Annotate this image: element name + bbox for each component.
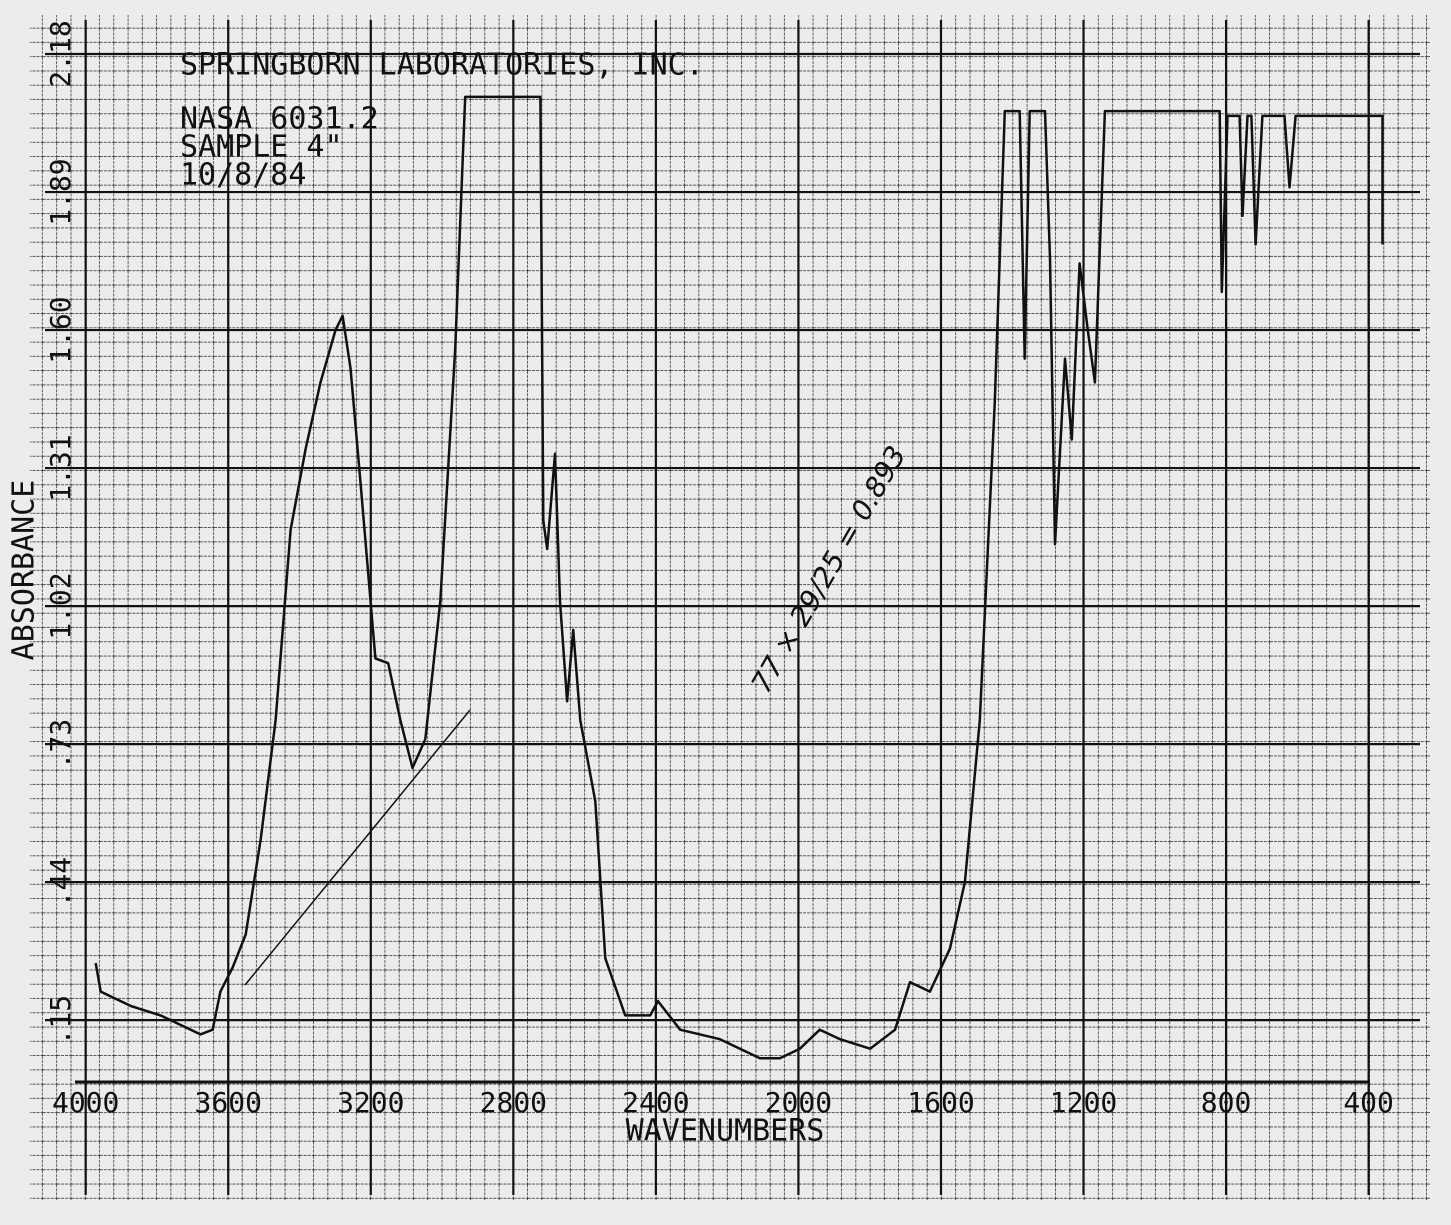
y-tick-label: 2.18 <box>44 20 77 87</box>
y-tick-label: .44 <box>44 857 77 908</box>
annotation: NASA 6031.2 <box>180 102 379 137</box>
baseline-line <box>244 709 471 986</box>
y-tick-label: .73 <box>44 719 77 770</box>
x-tick-label: 2000 <box>765 1086 832 1119</box>
x-tick-label: 3600 <box>195 1086 262 1119</box>
y-tick-label: 1.60 <box>44 296 77 363</box>
x-tick-label: 1200 <box>1050 1086 1117 1119</box>
y-tick-label: 1.31 <box>44 434 77 501</box>
y-tick-label: 1.02 <box>44 572 77 639</box>
annotation: 10/8/84 <box>180 158 306 193</box>
graph-paper <box>30 15 1430 1200</box>
x-tick-label: 2800 <box>480 1086 547 1119</box>
x-axis-label: WAVENUMBERS <box>626 1114 825 1149</box>
x-tick-label: 2400 <box>622 1086 689 1119</box>
spectrum-line <box>94 95 1384 1060</box>
x-tick-label: 3200 <box>337 1086 404 1119</box>
x-tick-label: 1600 <box>907 1086 974 1119</box>
chart-title: SPRINGBORN LABORATORIES, INC. <box>180 48 704 83</box>
y-tick-label: .15 <box>44 995 77 1046</box>
y-tick-label: 1.89 <box>44 158 77 225</box>
x-tick-label: 800 <box>1201 1086 1252 1119</box>
y-axis-label: ABSORBANCE <box>7 480 42 661</box>
annotation: SAMPLE 4" <box>180 130 343 165</box>
x-tick-label: 4000 <box>52 1086 119 1119</box>
x-tick-label: 400 <box>1343 1086 1394 1119</box>
